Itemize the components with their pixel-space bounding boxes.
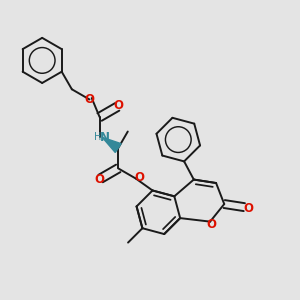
Text: N: N bbox=[100, 131, 110, 144]
Text: H: H bbox=[94, 132, 101, 142]
Text: O: O bbox=[134, 171, 144, 184]
Text: O: O bbox=[84, 93, 94, 106]
Text: O: O bbox=[243, 202, 253, 215]
Text: O: O bbox=[114, 99, 124, 112]
Text: O: O bbox=[94, 173, 104, 186]
Text: O: O bbox=[206, 218, 216, 231]
Polygon shape bbox=[102, 137, 121, 152]
